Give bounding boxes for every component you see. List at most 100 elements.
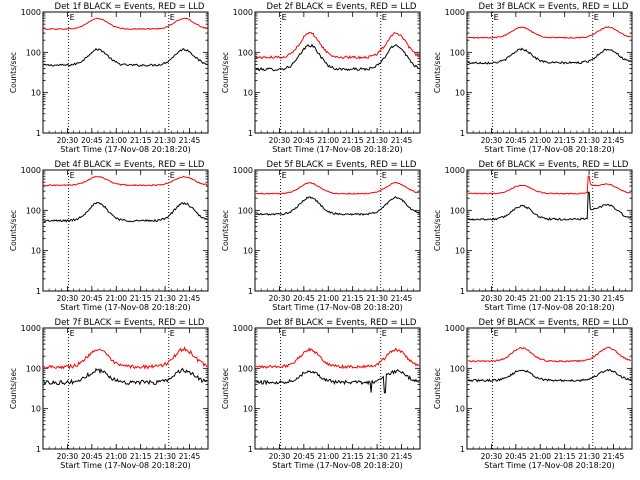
x-tick-label: 20:45 [505, 294, 527, 303]
y-axis-label: Counts/sec [433, 368, 442, 409]
event-marker-label: E [494, 329, 499, 338]
x-axis-label: Start Time (17-Nov-08 20:18:20) [60, 461, 190, 470]
x-tick-label: 20:30 [481, 452, 503, 461]
y-axis-label: Counts/sec [9, 368, 18, 409]
series-line-events [467, 368, 632, 383]
plot-frame [42, 11, 209, 134]
event-marker-label: E [70, 171, 75, 180]
x-tick-label: 20:30 [269, 136, 291, 145]
event-marker-label: E [170, 171, 175, 180]
series-line-events [467, 47, 632, 65]
y-tick-label: 1 [248, 287, 253, 296]
chart-panel-5: Det 5f BLACK = Events, RED = LLD 1 10 100 10… [221, 160, 421, 312]
x-axis-label: Start Time (17-Nov-08 20:18:20) [484, 145, 614, 154]
y-tick-label: 1000 [445, 324, 465, 333]
x-tick-label: 20:30 [481, 294, 503, 303]
x-axis-label: Start Time (17-Nov-08 20:18:20) [484, 303, 614, 312]
x-axis-label: Start Time (17-Nov-08 20:18:20) [272, 303, 402, 312]
x-tick-label: 21:15 [130, 294, 152, 303]
x-tick-label: 21:30 [154, 294, 176, 303]
x-tick-label: 21:00 [317, 294, 339, 303]
x-tick-label: 21:45 [179, 136, 201, 145]
x-tick-label: 20:30 [57, 294, 79, 303]
plot-frame [466, 169, 633, 292]
y-axis-label: Counts/sec [221, 52, 230, 93]
y-tick-label: 1000 [445, 166, 465, 175]
chart-title: Det 7f BLACK = Events, RED = LLD [55, 318, 205, 328]
event-marker-label: E [282, 329, 287, 338]
chart-panel-3: Det 3f BLACK = Events, RED = LLD 1 10 100 10… [433, 2, 633, 154]
series-line-lld [255, 347, 420, 370]
y-tick-label: 1 [248, 445, 253, 454]
event-marker-label: E [282, 13, 287, 22]
series-line-lld [467, 175, 632, 195]
chart-title: Det 3f BLACK = Events, RED = LLD [479, 2, 629, 12]
plot-frame [254, 327, 421, 450]
series-line-events [255, 369, 420, 394]
event-marker-label: E [494, 171, 499, 180]
x-tick-label: 21:45 [391, 452, 413, 461]
chart-panel-1: Det 1f BLACK = Events, RED = LLD 1 10 100 10… [9, 2, 209, 154]
x-tick-label: 20:45 [293, 294, 315, 303]
chart-title: Det 9f BLACK = Events, RED = LLD [479, 318, 629, 328]
chart-panel-6: Det 6f BLACK = Events, RED = LLD 1 10 100 10… [433, 160, 633, 312]
x-tick-label: 21:45 [391, 136, 413, 145]
chart-panel-7: Det 7f BLACK = Events, RED = LLD 1 10 100 10… [9, 318, 209, 470]
y-tick-label: 10 [31, 405, 41, 414]
x-tick-label: 21:15 [130, 136, 152, 145]
y-tick-label: 10 [243, 247, 253, 256]
y-axis-label: Counts/sec [221, 368, 230, 409]
x-axis-label: Start Time (17-Nov-08 20:18:20) [272, 461, 402, 470]
y-tick-label: 10 [455, 405, 465, 414]
y-tick-label: 100 [450, 206, 465, 215]
y-tick-label: 1000 [233, 166, 253, 175]
plot-frame [466, 11, 633, 134]
chart-title: Det 4f BLACK = Events, RED = LLD [55, 160, 205, 170]
x-tick-label: 21:00 [105, 452, 127, 461]
y-tick-label: 1000 [233, 324, 253, 333]
y-tick-label: 1000 [445, 8, 465, 17]
x-tick-label: 21:45 [179, 294, 201, 303]
x-axis-label: Start Time (17-Nov-08 20:18:20) [60, 145, 190, 154]
y-tick-label: 100 [26, 48, 41, 57]
y-tick-label: 100 [238, 206, 253, 215]
x-axis-label: Start Time (17-Nov-08 20:18:20) [484, 461, 614, 470]
x-tick-label: 21:30 [154, 136, 176, 145]
chart-title: Det 2f BLACK = Events, RED = LLD [267, 2, 417, 12]
series-line-events [43, 367, 208, 386]
x-tick-label: 21:45 [179, 452, 201, 461]
x-tick-label: 21:30 [366, 294, 388, 303]
x-tick-label: 21:15 [342, 452, 364, 461]
event-marker-label: E [382, 13, 387, 22]
y-axis-label: Counts/sec [433, 52, 442, 93]
x-tick-label: 21:45 [603, 294, 625, 303]
x-tick-label: 20:45 [81, 294, 103, 303]
event-marker-label: E [594, 171, 599, 180]
x-tick-label: 20:45 [505, 452, 527, 461]
plot-frame [254, 11, 421, 134]
y-tick-label: 10 [243, 89, 253, 98]
y-tick-label: 1000 [21, 324, 41, 333]
series-line-lld [467, 346, 631, 363]
plot-frame [42, 327, 209, 450]
y-tick-label: 1 [248, 129, 253, 138]
x-tick-label: 20:30 [57, 452, 79, 461]
y-tick-label: 100 [450, 364, 465, 373]
y-tick-label: 10 [243, 405, 253, 414]
x-tick-label: 21:30 [578, 452, 600, 461]
x-tick-label: 21:45 [391, 294, 413, 303]
event-marker-label: E [170, 13, 175, 22]
y-tick-label: 100 [26, 206, 41, 215]
x-tick-label: 21:00 [529, 136, 551, 145]
y-tick-label: 100 [238, 48, 253, 57]
chart-title: Det 8f BLACK = Events, RED = LLD [267, 318, 417, 328]
x-tick-label: 21:00 [105, 136, 127, 145]
y-tick-label: 1000 [233, 8, 253, 17]
plot-frame [466, 327, 633, 450]
x-tick-label: 21:30 [366, 136, 388, 145]
series-line-lld [43, 346, 208, 370]
x-tick-label: 20:45 [293, 452, 315, 461]
event-marker-label: E [70, 329, 75, 338]
y-tick-label: 10 [455, 89, 465, 98]
event-marker-label: E [494, 13, 499, 22]
